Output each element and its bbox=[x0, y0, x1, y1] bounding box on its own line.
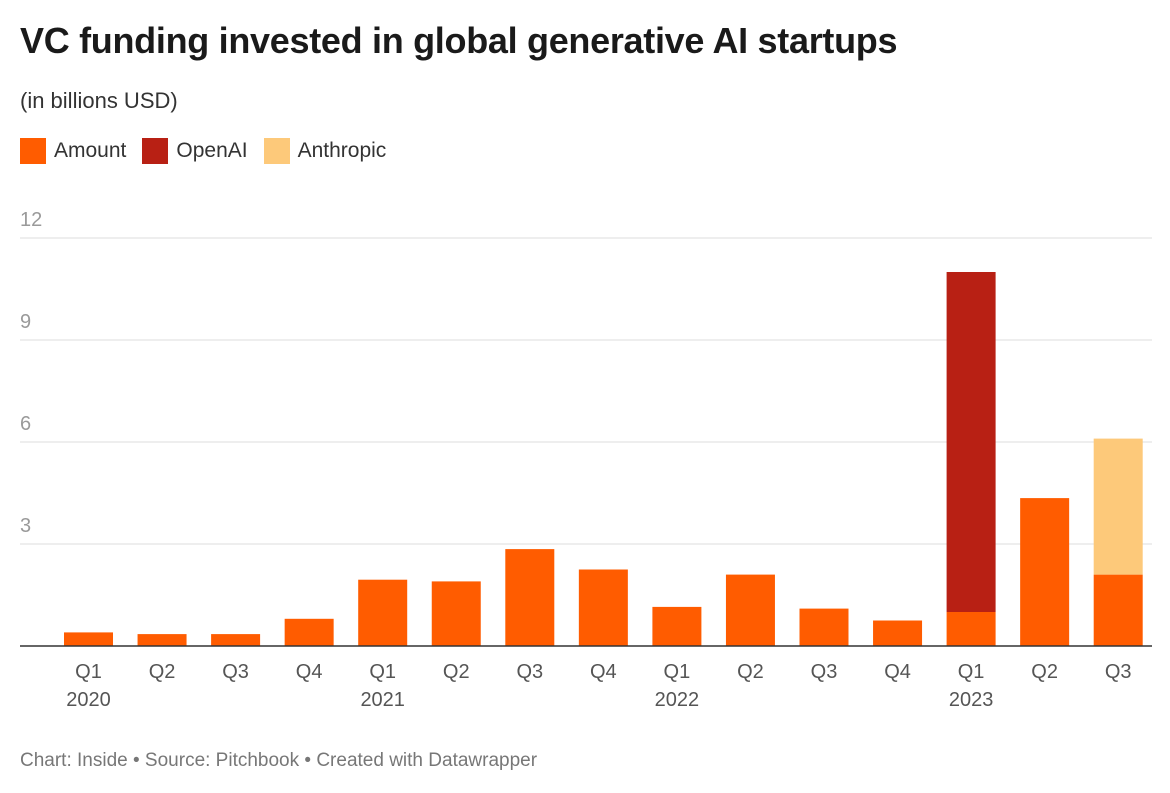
chart-title: VC funding invested in global generative… bbox=[20, 20, 898, 61]
x-tick-label: Q2 bbox=[149, 661, 176, 683]
bar-amount bbox=[799, 608, 849, 646]
bar-amount bbox=[1020, 498, 1070, 646]
bar-openai bbox=[946, 272, 996, 612]
legend-item-amount: Amount bbox=[20, 138, 126, 164]
x-tick-label: Q3 bbox=[222, 661, 249, 683]
legend-item-anthropic: Anthropic bbox=[263, 138, 387, 164]
bar-amount bbox=[725, 574, 775, 646]
bar-amount bbox=[211, 634, 261, 646]
x-tick-label: Q2 bbox=[1031, 661, 1058, 683]
legend-swatch-amount bbox=[20, 138, 46, 164]
legend-label-anthropic: Anthropic bbox=[297, 139, 387, 162]
x-tick-label: Q1 bbox=[958, 661, 985, 683]
x-year-label: 2020 bbox=[66, 689, 111, 711]
bar-amount bbox=[284, 618, 334, 646]
x-tick-label: Q2 bbox=[443, 661, 470, 683]
x-tick-label: Q4 bbox=[590, 661, 617, 683]
bar-amount bbox=[946, 612, 996, 646]
chart-subtitle: (in billions USD) bbox=[20, 88, 178, 113]
x-tick-label: Q1 bbox=[75, 661, 102, 683]
y-tick-label: 9 bbox=[20, 311, 31, 333]
legend-swatch-openai bbox=[142, 138, 169, 164]
bar-amount bbox=[431, 581, 481, 646]
chart-footer: Chart: Inside • Source: Pitchbook • Crea… bbox=[20, 750, 538, 771]
legend-item-openai: OpenAI bbox=[142, 138, 248, 164]
bar-amount bbox=[137, 634, 187, 646]
x-tick-label: Q1 bbox=[664, 661, 691, 683]
bar-amount bbox=[358, 579, 408, 646]
x-tick-label: Q4 bbox=[296, 661, 323, 683]
bar-amount bbox=[578, 569, 628, 646]
y-tick-label: 12 bbox=[20, 209, 42, 231]
bar-amount bbox=[652, 606, 702, 646]
y-tick-label: 3 bbox=[20, 515, 31, 537]
bar-amount bbox=[505, 549, 555, 646]
legend-swatch-anthropic bbox=[263, 138, 290, 164]
legend: Amount OpenAI Anthropic bbox=[20, 138, 402, 164]
bar-amount bbox=[64, 632, 113, 646]
x-tick-label: Q2 bbox=[737, 661, 764, 683]
x-year-label: 2023 bbox=[949, 689, 994, 711]
x-tick-label: Q1 bbox=[369, 661, 396, 683]
bar-amount bbox=[1093, 574, 1143, 646]
x-tick-label: Q3 bbox=[1105, 661, 1132, 683]
bar-amount bbox=[873, 620, 923, 646]
x-tick-label: Q3 bbox=[516, 661, 543, 683]
legend-label-amount: Amount bbox=[54, 139, 127, 162]
bar-anthropic bbox=[1093, 438, 1143, 575]
y-tick-label: 6 bbox=[20, 413, 31, 435]
x-year-label: 2021 bbox=[360, 689, 405, 711]
x-year-label: 2022 bbox=[655, 689, 700, 711]
legend-label-openai: OpenAI bbox=[176, 139, 248, 162]
x-tick-label: Q4 bbox=[884, 661, 911, 683]
x-tick-label: Q3 bbox=[811, 661, 838, 683]
